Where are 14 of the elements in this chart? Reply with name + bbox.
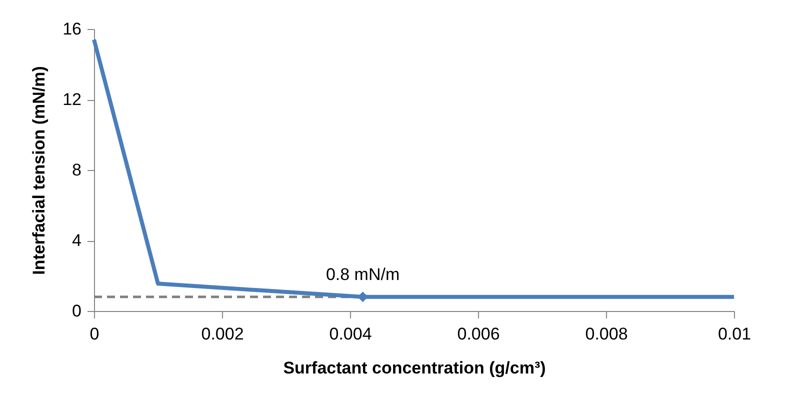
x-tick-label: 0.004 xyxy=(329,324,372,344)
y-tick-label: 8 xyxy=(72,160,82,180)
x-tick-label: 0.002 xyxy=(201,324,244,344)
x-tick-label: 0.006 xyxy=(457,324,500,344)
y-axis-title: Interfacial tension (mN/m) xyxy=(30,66,49,275)
x-axis-title: Surfactant concentration (g/cm³) xyxy=(283,358,546,378)
x-tick-label: 0.008 xyxy=(585,324,628,344)
annotation: 0.8 mN/m xyxy=(326,264,400,284)
y-tick-label: 0 xyxy=(72,302,82,320)
y-tick-label: 16 xyxy=(62,20,82,38)
x-tick-label: 0 xyxy=(90,324,100,344)
x-tick-label: 0.01 xyxy=(718,324,752,344)
y-tick-label: 4 xyxy=(72,231,82,250)
y-tick-label: 12 xyxy=(62,90,82,109)
